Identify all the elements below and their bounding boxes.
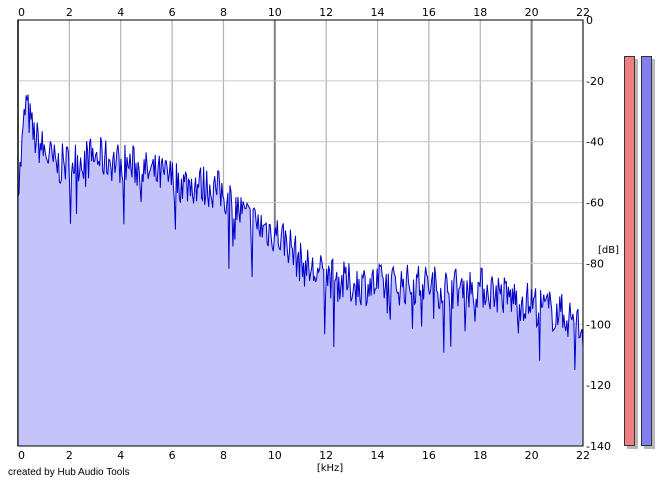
- x-tick-bottom-1: 2: [66, 449, 73, 462]
- x-tick-top-0: 0: [18, 6, 25, 19]
- x-tick-bottom-2: 4: [117, 449, 124, 462]
- credit-text: created by Hub Audio Tools: [8, 467, 130, 478]
- y-tick-7: -140: [586, 440, 611, 453]
- y-tick-3: -60: [586, 197, 604, 210]
- x-tick-top-3: 6: [169, 6, 176, 19]
- x-tick-bottom-6: 12: [319, 449, 333, 462]
- spectrum-area-fill: [18, 94, 583, 446]
- x-tick-top-11: 22: [576, 6, 590, 19]
- x-tick-bottom-11: 22: [576, 449, 590, 462]
- y-tick-0: 0: [586, 14, 593, 27]
- x-tick-bottom-9: 18: [473, 449, 487, 462]
- y-tick-1: -20: [586, 75, 604, 88]
- y-tick-2: -40: [586, 136, 604, 149]
- y-tick-6: -120: [586, 379, 611, 392]
- y-ticks: 0 -20 -40 -60 -80 -100 -120 -140: [586, 14, 611, 453]
- x-tick-bottom-7: 14: [371, 449, 385, 462]
- x-tick-bottom-8: 16: [422, 449, 436, 462]
- y-tick-4: -80: [586, 257, 604, 270]
- x-ticks-bottom: 0 2 4 6 8 10 12 14 16 18 20 22: [18, 449, 590, 462]
- x-tick-bottom-0: 0: [18, 449, 25, 462]
- x-tick-top-2: 4: [117, 6, 124, 19]
- y-axis-label: [dB]: [598, 245, 619, 256]
- x-tick-bottom-3: 6: [169, 449, 176, 462]
- x-tick-top-1: 2: [66, 6, 73, 19]
- plot-border: [17, 19, 584, 447]
- x-tick-bottom-4: 8: [220, 449, 227, 462]
- left-level-meter: [624, 56, 635, 446]
- x-tick-top-10: 20: [525, 6, 539, 19]
- x-tick-top-9: 18: [473, 6, 487, 19]
- x-tick-bottom-5: 10: [268, 449, 282, 462]
- x-ticks-top: 0 2 4 6 8 10 12 14 16 18 20 22: [18, 6, 590, 19]
- x-tick-top-4: 8: [220, 6, 227, 19]
- x-tick-top-6: 12: [319, 6, 333, 19]
- right-level-meter: [641, 56, 652, 446]
- x-tick-top-5: 10: [268, 6, 282, 19]
- x-tick-top-8: 16: [422, 6, 436, 19]
- x-tick-bottom-10: 20: [525, 449, 539, 462]
- spectrum-line: [17, 94, 584, 370]
- x-tick-top-7: 14: [371, 6, 385, 19]
- y-tick-5: -100: [586, 318, 611, 331]
- x-axis-label: [kHz]: [317, 463, 343, 474]
